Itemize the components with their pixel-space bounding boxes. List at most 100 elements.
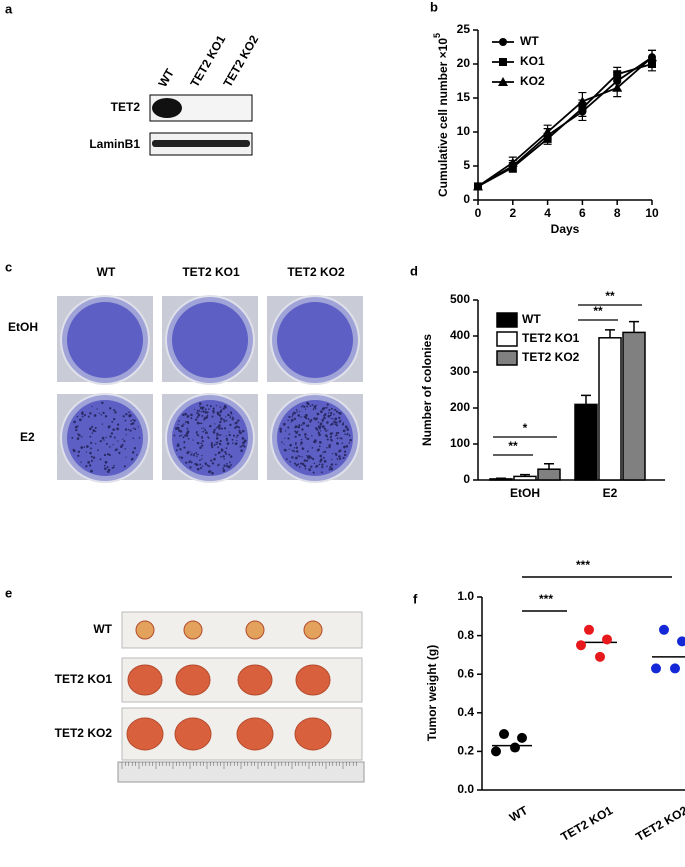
colony — [130, 419, 133, 422]
colony — [311, 404, 314, 406]
colony — [113, 466, 115, 469]
colony — [113, 409, 116, 412]
colony — [229, 415, 231, 417]
colony — [344, 425, 348, 429]
colony — [333, 413, 335, 416]
colony — [86, 445, 89, 448]
colony — [303, 415, 306, 418]
colony — [208, 408, 210, 410]
colony — [338, 411, 342, 415]
colony — [213, 428, 216, 431]
colony — [346, 428, 350, 431]
colony — [199, 466, 202, 470]
colony — [301, 456, 303, 458]
row-label: TET2 KO1 — [55, 672, 113, 686]
significance-label: *** — [576, 558, 590, 572]
legend-label: KO1 — [520, 54, 545, 68]
colony — [204, 462, 207, 465]
colony — [219, 417, 223, 421]
colony — [235, 436, 238, 439]
colony — [173, 434, 176, 437]
colony — [312, 408, 315, 411]
tumor — [174, 717, 212, 751]
colony — [225, 447, 228, 450]
colony — [322, 451, 324, 454]
error-bar — [605, 329, 615, 338]
legend-marker — [499, 58, 507, 66]
colony — [324, 428, 327, 430]
colony — [222, 418, 225, 421]
dish — [277, 302, 353, 378]
colony — [305, 459, 309, 462]
colony — [90, 455, 93, 458]
significance-label: * — [523, 421, 528, 435]
y-tick-label: 0.4 — [457, 705, 474, 719]
colony — [90, 441, 93, 444]
colony — [179, 430, 183, 433]
tumor — [175, 664, 211, 696]
colony — [99, 440, 102, 443]
colony — [343, 450, 347, 453]
column-label: WT — [97, 265, 116, 279]
colony — [347, 432, 349, 435]
colony — [211, 462, 215, 465]
colony — [295, 450, 298, 453]
colony — [128, 411, 130, 414]
colony — [237, 419, 240, 422]
y-tick-label: 1.0 — [457, 589, 474, 603]
colony — [118, 451, 121, 455]
colony — [226, 463, 228, 465]
colony — [125, 433, 127, 436]
colony — [103, 453, 106, 457]
colony — [337, 431, 340, 434]
colony — [213, 443, 216, 446]
colony — [178, 456, 181, 458]
colony — [80, 461, 82, 463]
colony — [344, 433, 346, 435]
colony — [341, 423, 345, 426]
marker — [577, 96, 588, 106]
colony — [190, 413, 193, 417]
colony — [212, 411, 215, 414]
point — [517, 732, 527, 743]
line — [477, 56, 653, 188]
y-tick-label: 10 — [457, 124, 471, 138]
colony — [239, 431, 242, 435]
legend-label: TET2 KO2 — [522, 350, 580, 364]
band — [152, 140, 250, 147]
colony — [178, 420, 180, 422]
colony — [90, 447, 92, 450]
y-tick-label: 20 — [457, 56, 471, 70]
colony — [81, 413, 84, 416]
colony — [129, 429, 132, 432]
colony — [138, 437, 141, 439]
error-bar — [544, 463, 554, 470]
colony — [309, 405, 312, 407]
colony — [134, 428, 137, 431]
colony — [101, 401, 104, 405]
colony — [287, 426, 290, 429]
colony — [315, 417, 319, 420]
legend-swatch — [496, 350, 518, 366]
colony — [92, 429, 96, 432]
colony — [300, 438, 303, 441]
colony — [203, 427, 205, 429]
colony — [205, 411, 208, 414]
colony — [106, 442, 108, 445]
colony — [298, 433, 301, 437]
colony — [304, 436, 307, 439]
legend-swatch — [496, 312, 518, 328]
colony — [225, 435, 227, 437]
colony — [94, 426, 97, 429]
colony — [297, 463, 300, 466]
colony — [94, 442, 97, 445]
colony — [184, 412, 187, 416]
colony — [200, 406, 203, 410]
colony — [216, 435, 218, 437]
colony — [71, 436, 74, 439]
colony — [131, 422, 135, 425]
marker — [542, 127, 553, 136]
point — [510, 742, 520, 753]
y-axis-label: Cumulative cell number ×105 — [432, 33, 450, 197]
colony — [211, 445, 214, 448]
